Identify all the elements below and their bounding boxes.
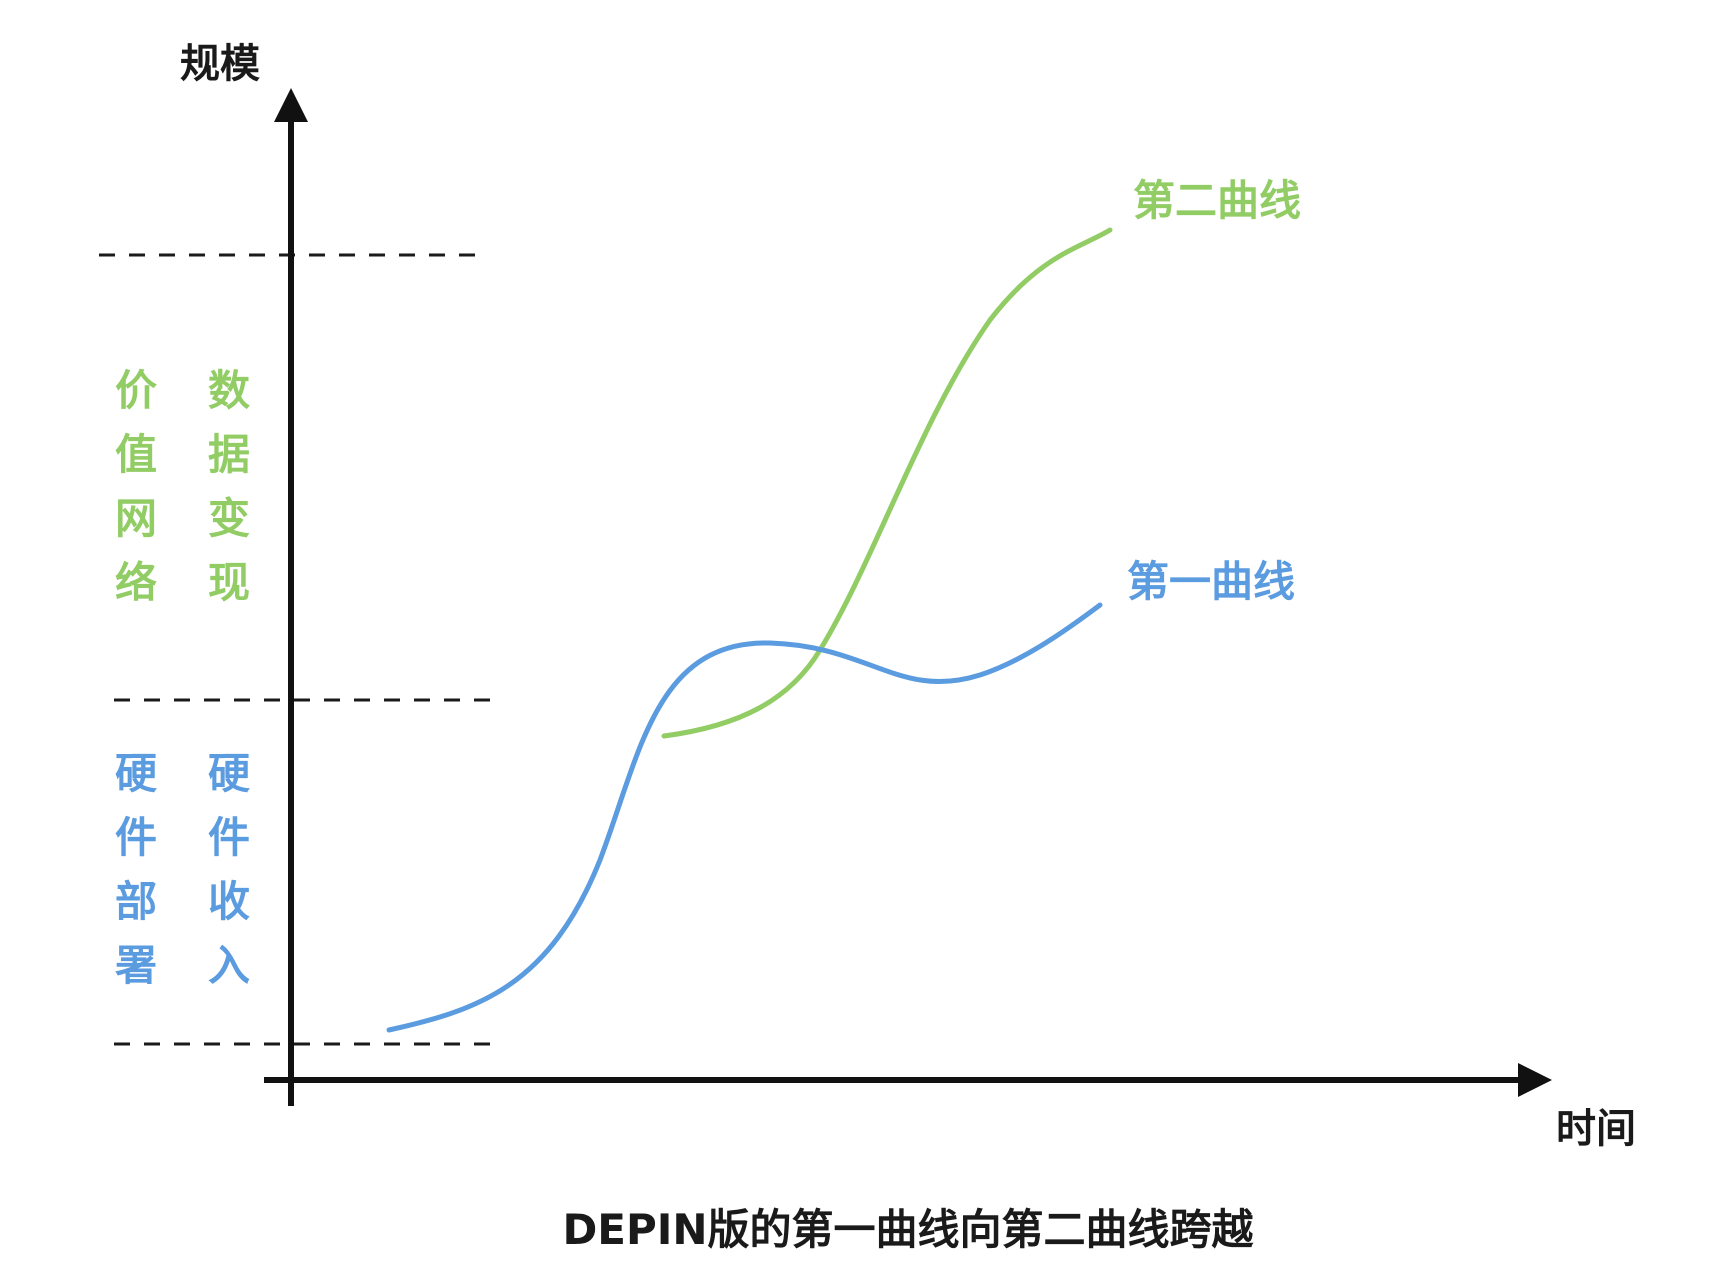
zone-char: 件 (115, 813, 157, 862)
first-curve-line (386, 602, 1103, 1033)
zone-char: 变 (208, 494, 250, 543)
zone-char: 件 (208, 813, 250, 862)
zone-char: 数 (208, 366, 250, 415)
zone-char: 价 (115, 366, 157, 415)
hardware-deployment-label: 硬 件 部 署 (115, 749, 158, 990)
zone-char: 署 (115, 941, 157, 990)
zone-char: 硬 (208, 749, 251, 798)
diagram-caption: DEPIN版的第一曲线向第二曲线跨越 (562, 1205, 1254, 1254)
x-axis-label: 时间 (1556, 1106, 1636, 1152)
zone-char: 值 (115, 430, 157, 479)
second-curve-label: 第二曲线 (1133, 176, 1301, 225)
value-network-label: 价 值 网 络 (115, 366, 157, 607)
second-curve-line (661, 227, 1113, 739)
zone-char: 硬 (115, 749, 158, 798)
x-axis-arrowhead (1518, 1063, 1552, 1097)
first-curve-label: 第一曲线 (1127, 557, 1295, 606)
zone-char: 网 (115, 494, 157, 543)
zone-char: 入 (208, 941, 250, 990)
zone-char: 据 (208, 430, 250, 479)
zone-char: 络 (115, 558, 157, 607)
zone-char: 现 (208, 558, 250, 607)
zone-char: 部 (115, 877, 157, 926)
data-monetization-label: 数 据 变 现 (208, 366, 250, 607)
hardware-revenue-label: 硬 件 收 入 (208, 749, 251, 990)
y-axis-label: 规模 (180, 41, 260, 87)
zone-char: 收 (208, 877, 250, 926)
y-axis-arrowhead (274, 88, 308, 122)
